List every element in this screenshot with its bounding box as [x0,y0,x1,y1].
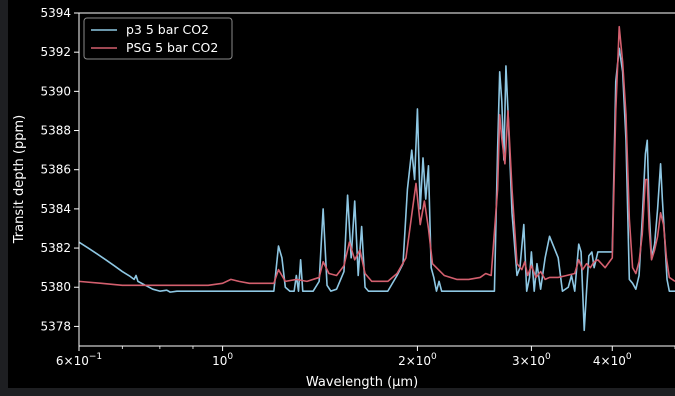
x-tick-label: 6×10−1 [56,352,102,368]
x-tick-label: 3×100 [512,352,551,368]
series-line-0 [79,47,675,332]
series-layer [79,25,675,332]
legend-label-p3: p3 5 bar CO2 [126,22,209,37]
window-left-strip [0,0,8,396]
y-tick-label: 5390 [40,84,71,98]
legend-label-psg: PSG 5 bar CO2 [126,40,218,55]
y-tick-label: 5382 [40,241,71,255]
window-bottom-strip [0,388,675,396]
x-tick-label: 2×100 [398,352,437,368]
y-axis-label: Transit depth (ppm) [12,115,27,244]
x-tick-label: 4×100 [593,352,632,368]
y-tick-label: 5380 [40,280,71,294]
y-tick-label: 5392 [40,45,71,59]
axes-layer: 5378 5380 5382 5384 5386 5388 5390 5392 5394 6×10… [40,6,675,368]
series-line-1 [79,25,675,287]
y-tick-label: 5394 [40,6,71,20]
y-tick-label: 5384 [40,202,71,216]
y-tick-label: 5386 [40,163,71,177]
x-tick-label: 100 [212,352,233,368]
plot-area [79,25,675,332]
x-axis-label: Wavelength (µm) [306,375,418,390]
y-tick-label: 5378 [40,319,71,333]
y-tick-label: 5388 [40,124,71,138]
legend: p3 5 bar CO2 PSG 5 bar CO2 [83,17,233,60]
legend-box [83,17,233,60]
